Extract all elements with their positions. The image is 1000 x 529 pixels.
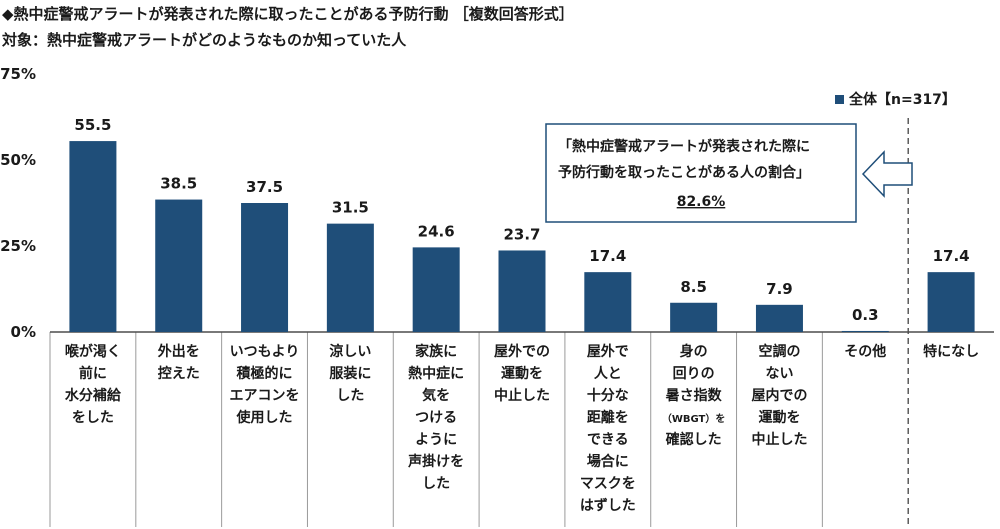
data-label: 37.5 [246, 178, 283, 196]
callout-line-1: 「熱中症警戒アラートが発表された際に [558, 138, 810, 155]
x-tick-label: 涼しい [329, 343, 371, 360]
data-label: 7.9 [766, 280, 793, 298]
bar [584, 272, 632, 332]
x-tick-label: 喉が渇く [65, 343, 121, 360]
x-tick-label: した [422, 476, 450, 492]
x-tick-label: 中止した [751, 431, 807, 448]
x-tick-label: 屋外での [494, 343, 550, 360]
bar [841, 330, 889, 332]
x-tick-label: ように [415, 432, 457, 448]
y-tick-label: 25% [0, 237, 36, 255]
callout-box [545, 123, 857, 223]
x-tick-label: 中止した [494, 387, 550, 404]
x-tick-label: はずした [580, 497, 636, 514]
x-tick-label: 人と [594, 365, 622, 382]
x-tick-label: できる [587, 432, 629, 448]
x-tick-label: その他 [844, 343, 886, 360]
x-tick-label: をした [72, 410, 114, 426]
bar [69, 141, 117, 332]
x-tick-label: 積極的に [236, 365, 293, 382]
x-tick-label: 前に [79, 365, 107, 382]
y-tick-label: 50% [0, 151, 36, 169]
x-tick-label: 空調の [758, 343, 800, 360]
data-label: 38.5 [160, 175, 197, 193]
legend-label: 全体【n=317】 [848, 91, 956, 108]
x-tick-label: ない [765, 366, 793, 382]
data-label: 17.4 [933, 247, 970, 265]
x-tick-label: 回りの [673, 366, 715, 382]
x-tick-label: いつもより [230, 344, 300, 360]
x-tick-label: した [336, 388, 364, 404]
x-tick-label: 十分な [587, 387, 629, 404]
bar [412, 247, 460, 332]
x-tick-label: 特になし [923, 343, 979, 360]
x-tick-label: 控えた [158, 365, 200, 382]
x-tick-label: マスクを [580, 476, 636, 492]
arrow-left-icon [861, 150, 913, 198]
data-label: 23.7 [503, 225, 540, 243]
x-tick-label: 運動を [501, 365, 543, 382]
callout-line-2: 予防行動を取ったことがある人の割合」 [558, 164, 810, 181]
x-tick-label: 距離を [587, 409, 629, 426]
chart-subtitle: 対象：熱中症警戒アラートがどのようなものか知っていた人 [2, 31, 407, 49]
x-tick-label: つける [415, 410, 457, 426]
bar [755, 304, 803, 332]
data-label: 0.3 [852, 306, 879, 324]
x-tick-label: 外出を [158, 343, 200, 360]
x-tick-label: 声掛けを [407, 453, 464, 470]
x-tick-label: 屋外で [587, 343, 629, 360]
x-tick-label: 身の [680, 343, 708, 360]
x-tick-label: 熱中症に [408, 365, 464, 382]
y-tick-label: 0% [11, 323, 36, 341]
data-label: 31.5 [332, 199, 369, 217]
callout-value: 82.6% [677, 194, 726, 210]
x-tick-label: 確認した [666, 431, 722, 448]
x-tick-label: 服装に [329, 365, 371, 382]
x-tick-label: 使用した [236, 409, 293, 426]
x-tick-label: 屋内での [751, 387, 807, 404]
bar [498, 250, 546, 332]
data-label: 24.6 [418, 222, 455, 240]
chart-title: ◆熱中症警戒アラートが発表された際に取ったことがある予防行動 ［複数回答形式］ [2, 5, 574, 23]
x-tick-label: 暑さ指数 [666, 387, 723, 404]
bar [927, 272, 975, 332]
data-label: 55.5 [74, 116, 111, 134]
legend-swatch [835, 95, 844, 104]
x-tick-label: 場合に [587, 453, 629, 470]
bar [670, 302, 718, 332]
bar [326, 223, 374, 332]
data-label: 8.5 [680, 278, 707, 296]
bar [241, 203, 289, 332]
x-tick-label: 家族に [415, 343, 457, 360]
x-tick-label: 運動を [758, 409, 800, 426]
x-tick-label: 水分補給 [65, 387, 122, 404]
bar [155, 199, 203, 332]
y-tick-label: 75% [0, 65, 36, 83]
x-tick-label: 気を [422, 387, 450, 404]
x-tick-label: （WBGT）を [662, 412, 726, 425]
x-tick-label: エアコンを [230, 388, 300, 404]
data-label: 17.4 [589, 247, 626, 265]
